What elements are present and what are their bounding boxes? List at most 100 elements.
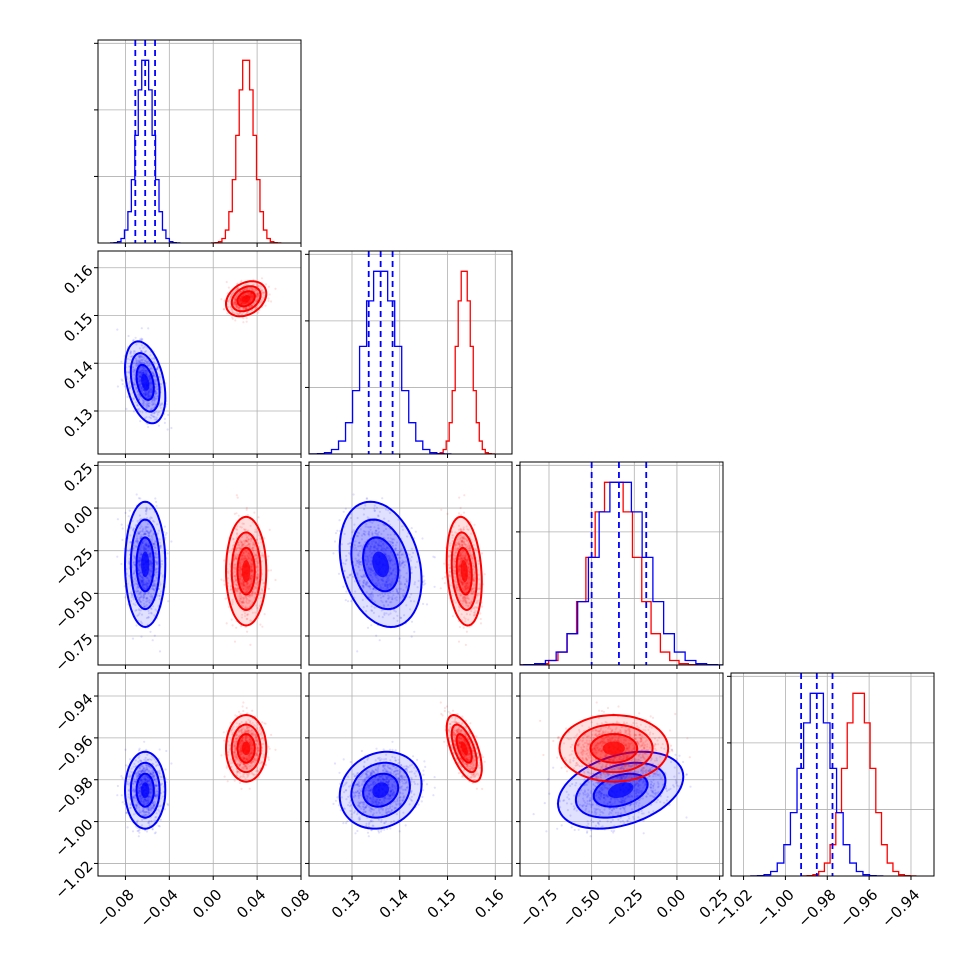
sample-point	[146, 404, 149, 407]
sample-point	[237, 306, 241, 309]
sample-point	[148, 582, 151, 585]
sample-point	[148, 517, 151, 520]
sample-point	[137, 555, 140, 559]
sample-point	[139, 574, 142, 577]
sample-point	[251, 297, 254, 300]
sample-point	[145, 529, 148, 532]
sample-point	[135, 361, 138, 364]
panel-content	[116, 493, 277, 653]
sample-point	[144, 392, 147, 395]
sample-point	[141, 397, 144, 400]
sample-point	[155, 418, 158, 421]
sample-point	[231, 308, 234, 311]
sample-point	[240, 301, 243, 305]
sample-point	[148, 612, 151, 615]
sample-point	[147, 534, 150, 537]
sample-point	[243, 302, 246, 305]
sample-point	[149, 556, 152, 559]
sample-point	[145, 372, 148, 375]
sample-point	[153, 542, 156, 545]
sample-point	[155, 571, 158, 575]
sample-point	[220, 298, 223, 301]
sample-point	[142, 593, 145, 596]
sample-point	[239, 298, 242, 301]
sample-point	[137, 613, 140, 616]
sample-point	[138, 609, 141, 612]
sample-point	[242, 307, 245, 310]
sample-point	[149, 560, 152, 564]
sample-point	[147, 374, 150, 377]
sample-point	[116, 555, 119, 558]
sample-point	[153, 412, 156, 415]
sample-point	[145, 544, 148, 547]
sample-point	[124, 596, 127, 599]
sample-point	[137, 531, 140, 534]
sample-point	[242, 302, 245, 305]
sample-point	[153, 583, 156, 587]
sample-point	[138, 574, 141, 577]
sample-point	[154, 608, 157, 611]
sample-point	[147, 579, 150, 582]
sample-point	[138, 556, 141, 560]
sample-point	[145, 394, 148, 397]
sample-point	[241, 289, 244, 292]
sample-point	[142, 581, 145, 584]
sample-point	[143, 371, 146, 374]
sample-point	[167, 600, 170, 603]
sample-point	[270, 300, 273, 303]
sample-point	[242, 294, 245, 297]
sample-point	[138, 565, 141, 568]
sample-point	[238, 298, 241, 302]
sample-point	[137, 559, 140, 562]
sample-point	[139, 360, 142, 363]
sample-point	[234, 301, 237, 304]
sample-point	[235, 494, 238, 497]
sample-point	[250, 297, 253, 301]
sample-point	[120, 378, 123, 381]
sample-point	[422, 602, 425, 606]
sample-point	[241, 302, 244, 305]
sample-point	[138, 572, 141, 575]
sample-point	[142, 393, 145, 396]
sample-point	[140, 579, 143, 582]
sample-point	[133, 569, 136, 573]
sample-point	[144, 526, 147, 529]
sample-point	[149, 367, 152, 370]
sample-point	[138, 372, 141, 375]
sample-point	[248, 293, 252, 296]
sample-point	[151, 584, 155, 588]
sample-point	[136, 390, 139, 393]
sample-point	[250, 295, 253, 298]
sample-point	[255, 282, 258, 285]
sample-point	[225, 280, 228, 284]
sample-point	[422, 575, 425, 578]
sample-point	[148, 555, 151, 558]
sample-point	[244, 303, 247, 306]
sample-point	[250, 294, 253, 297]
sample-point	[152, 402, 155, 405]
sample-point	[153, 397, 156, 401]
sample-point	[410, 527, 413, 530]
sample-point	[154, 392, 157, 395]
sample-point	[133, 350, 136, 353]
sample-point	[142, 404, 145, 407]
sample-point	[146, 550, 149, 553]
sample-point	[134, 524, 137, 527]
sample-point	[234, 295, 237, 298]
sample-point	[138, 612, 141, 615]
sample-point	[153, 411, 156, 415]
sample-point	[149, 383, 152, 386]
sample-point	[139, 355, 142, 358]
sample-point	[238, 300, 241, 303]
sample-point	[150, 388, 153, 391]
sample-point	[128, 381, 131, 384]
sample-point	[139, 378, 142, 381]
sample-point	[152, 356, 156, 360]
sample-point	[133, 563, 136, 566]
sample-point	[146, 404, 149, 407]
sample-point	[139, 564, 142, 567]
sample-point	[378, 639, 381, 642]
sample-point	[422, 583, 425, 586]
sample-point	[150, 561, 153, 564]
sample-point	[139, 566, 142, 569]
